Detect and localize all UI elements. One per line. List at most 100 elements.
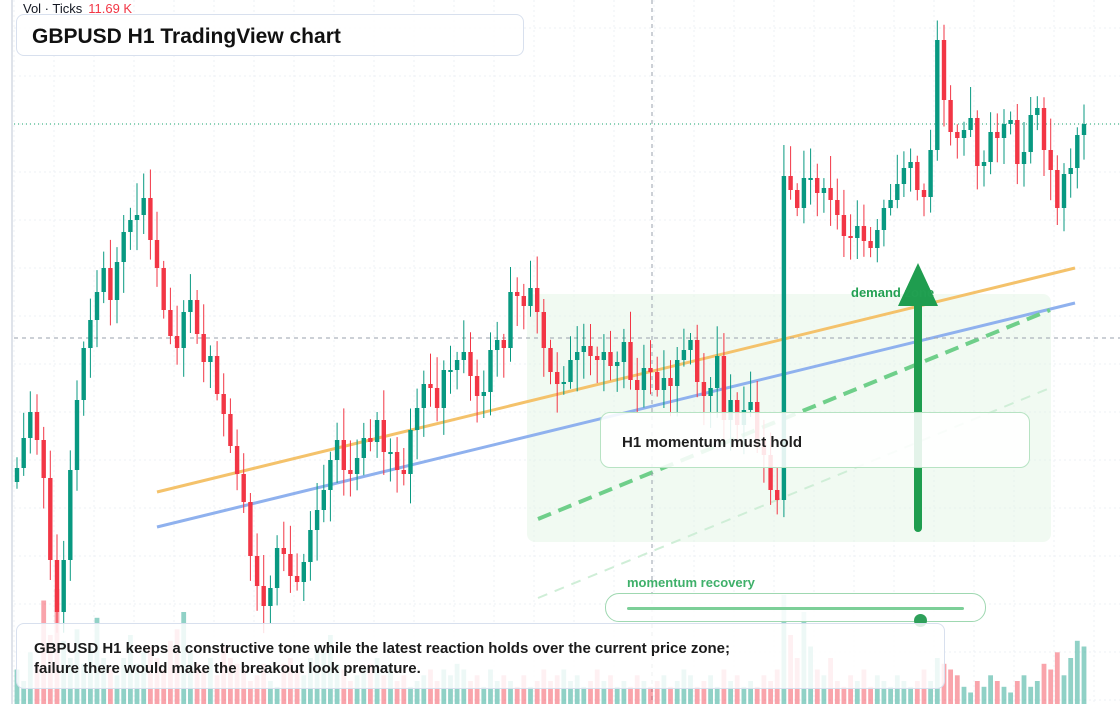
candle-body[interactable] xyxy=(328,460,333,490)
candle-body[interactable] xyxy=(1081,124,1087,135)
candle-body[interactable] xyxy=(108,268,113,300)
candle-body[interactable] xyxy=(515,292,520,296)
candle-body[interactable] xyxy=(901,168,907,184)
candle-body[interactable] xyxy=(208,356,213,362)
candle-body[interactable] xyxy=(681,350,687,360)
candle-body[interactable] xyxy=(855,226,860,238)
candle-body[interactable] xyxy=(314,510,320,530)
candle-body[interactable] xyxy=(908,162,913,168)
candle-body[interactable] xyxy=(261,586,266,606)
candle-body[interactable] xyxy=(821,188,827,193)
candle-body[interactable] xyxy=(575,352,580,360)
candle-body[interactable] xyxy=(848,236,853,238)
candle-body[interactable] xyxy=(768,455,773,490)
candle-body[interactable] xyxy=(468,352,473,376)
candle-body[interactable] xyxy=(621,342,627,362)
candle-body[interactable] xyxy=(701,382,707,396)
candle-body[interactable] xyxy=(121,232,126,262)
candle-body[interactable] xyxy=(835,200,840,215)
candle-body[interactable] xyxy=(495,340,500,350)
candle-body[interactable] xyxy=(294,576,300,582)
candle-body[interactable] xyxy=(41,440,46,478)
candle-body[interactable] xyxy=(488,350,493,392)
candle-body[interactable] xyxy=(14,468,20,482)
candle-body[interactable] xyxy=(388,452,393,454)
candle-body[interactable] xyxy=(48,478,53,560)
candle-body[interactable] xyxy=(541,312,546,348)
candle-body[interactable] xyxy=(961,130,967,138)
candle-body[interactable] xyxy=(68,470,73,560)
candle-body[interactable] xyxy=(474,376,480,396)
candle-body[interactable] xyxy=(134,215,140,220)
candle-body[interactable] xyxy=(608,352,613,366)
candle-body[interactable] xyxy=(341,440,346,470)
candle-body[interactable] xyxy=(128,220,133,232)
candle-body[interactable] xyxy=(1028,115,1033,152)
candle-body[interactable] xyxy=(248,502,253,556)
candle-body[interactable] xyxy=(581,346,586,352)
candle-body[interactable] xyxy=(915,162,920,190)
candle-body[interactable] xyxy=(101,268,106,292)
candle-body[interactable] xyxy=(521,296,526,306)
candle-body[interactable] xyxy=(361,438,366,458)
candle-body[interactable] xyxy=(1001,124,1007,138)
candle-body[interactable] xyxy=(875,230,880,248)
candle-body[interactable] xyxy=(481,392,486,396)
candle-body[interactable] xyxy=(114,262,120,300)
candle-body[interactable] xyxy=(708,388,713,396)
candle-body[interactable] xyxy=(368,438,373,442)
candle-body[interactable] xyxy=(1061,174,1067,208)
candle-body[interactable] xyxy=(34,412,40,440)
candle-body[interactable] xyxy=(815,178,820,193)
candle-body[interactable] xyxy=(528,288,533,306)
candle-body[interactable] xyxy=(454,360,460,370)
candle-body[interactable] xyxy=(381,420,386,452)
candle-body[interactable] xyxy=(401,470,406,474)
candle-body[interactable] xyxy=(461,352,466,360)
candle-body[interactable] xyxy=(268,588,273,606)
candle-body[interactable] xyxy=(394,452,400,470)
candle-body[interactable] xyxy=(201,334,206,362)
candle-body[interactable] xyxy=(568,360,573,382)
candle-body[interactable] xyxy=(88,320,93,348)
candle-body[interactable] xyxy=(274,548,280,588)
candle-body[interactable] xyxy=(595,356,600,360)
candle-body[interactable] xyxy=(174,336,180,348)
candle-body[interactable] xyxy=(1068,168,1073,174)
candle-body[interactable] xyxy=(1035,108,1040,115)
candle-body[interactable] xyxy=(941,40,947,100)
candle-body[interactable] xyxy=(228,414,233,446)
candle-body[interactable] xyxy=(281,548,286,554)
candle-body[interactable] xyxy=(588,346,593,356)
candle-body[interactable] xyxy=(194,300,200,334)
candle-body[interactable] xyxy=(748,402,753,410)
candle-body[interactable] xyxy=(601,352,606,360)
candle-body[interactable] xyxy=(168,310,173,336)
candle-body[interactable] xyxy=(695,340,700,382)
candle-body[interactable] xyxy=(74,400,80,470)
candle-body[interactable] xyxy=(308,530,313,562)
candle-body[interactable] xyxy=(948,100,953,132)
candle-body[interactable] xyxy=(635,380,640,390)
candle-body[interactable] xyxy=(414,408,420,430)
candle-body[interactable] xyxy=(94,292,100,320)
candle-body[interactable] xyxy=(28,412,33,438)
candle-body[interactable] xyxy=(628,342,633,380)
candle-body[interactable] xyxy=(1021,152,1027,164)
candle-body[interactable] xyxy=(788,176,793,190)
candle-body[interactable] xyxy=(615,362,620,366)
candle-body[interactable] xyxy=(861,226,867,241)
candle-body[interactable] xyxy=(61,560,66,612)
momentum-slider-track[interactable] xyxy=(627,607,964,627)
candle-body[interactable] xyxy=(801,178,807,208)
candle-body[interactable] xyxy=(1048,150,1053,170)
candle-body[interactable] xyxy=(148,198,153,240)
candle-body[interactable] xyxy=(354,458,360,474)
candle-body[interactable] xyxy=(548,348,553,372)
candle-body[interactable] xyxy=(374,420,380,442)
candle-body[interactable] xyxy=(234,446,240,474)
candle-body[interactable] xyxy=(808,178,813,180)
candle-body[interactable] xyxy=(721,356,727,420)
candle-body[interactable] xyxy=(408,430,413,474)
candle-body[interactable] xyxy=(895,184,900,200)
